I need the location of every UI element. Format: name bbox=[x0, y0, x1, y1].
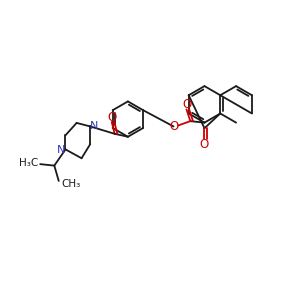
Text: N: N bbox=[90, 121, 98, 131]
Text: O: O bbox=[182, 98, 191, 111]
Text: O: O bbox=[200, 138, 209, 151]
Text: N: N bbox=[57, 145, 66, 155]
Text: O: O bbox=[169, 120, 178, 133]
Text: O: O bbox=[107, 111, 116, 124]
Text: CH₃: CH₃ bbox=[61, 179, 80, 190]
Text: H₃C: H₃C bbox=[19, 158, 38, 168]
